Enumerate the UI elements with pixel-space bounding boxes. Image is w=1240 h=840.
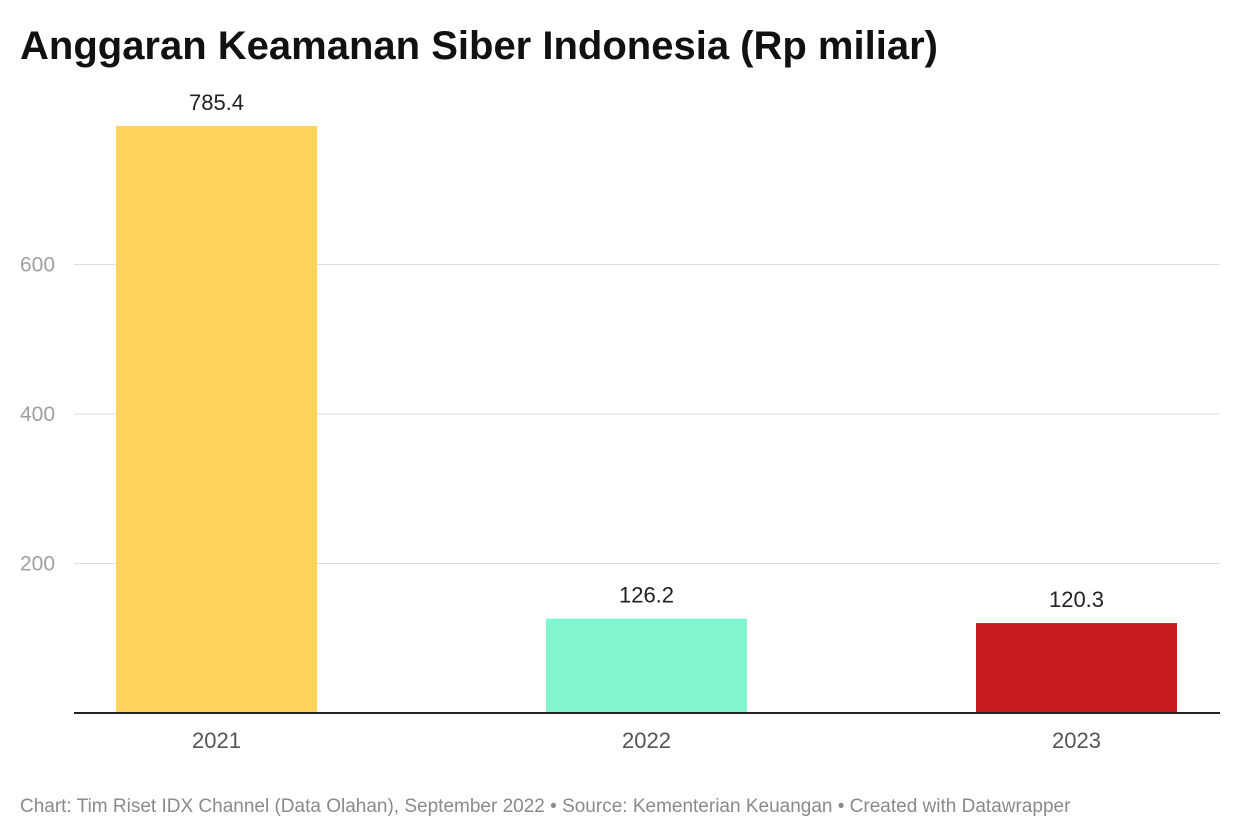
chart-title: Anggaran Keamanan Siber Indonesia (Rp mi… [20, 24, 938, 68]
value-label-2021: 785.4 [189, 90, 244, 115]
x-axis-ticks: 2021 2022 2023 [192, 728, 1101, 753]
value-label-2022: 126.2 [619, 583, 674, 608]
x-tick-label-2021: 2021 [192, 728, 241, 753]
x-tick-label-2023: 2023 [1052, 728, 1101, 753]
value-labels: 785.4 126.2 120.3 [189, 90, 1104, 612]
bar-2023 [976, 623, 1177, 713]
y-axis-ticks: 600 400 200 [20, 254, 55, 576]
bars [116, 125, 1177, 713]
y-tick-label-400: 400 [20, 403, 55, 426]
chart-footer: Chart: Tim Riset IDX Channel (Data Olaha… [20, 796, 1071, 817]
bar-2021 [116, 125, 317, 713]
value-label-2023: 120.3 [1049, 587, 1104, 612]
y-tick-label-200: 200 [20, 553, 55, 576]
y-tick-label-600: 600 [20, 254, 55, 277]
bar-2022 [546, 618, 747, 713]
x-tick-label-2022: 2022 [622, 728, 671, 753]
